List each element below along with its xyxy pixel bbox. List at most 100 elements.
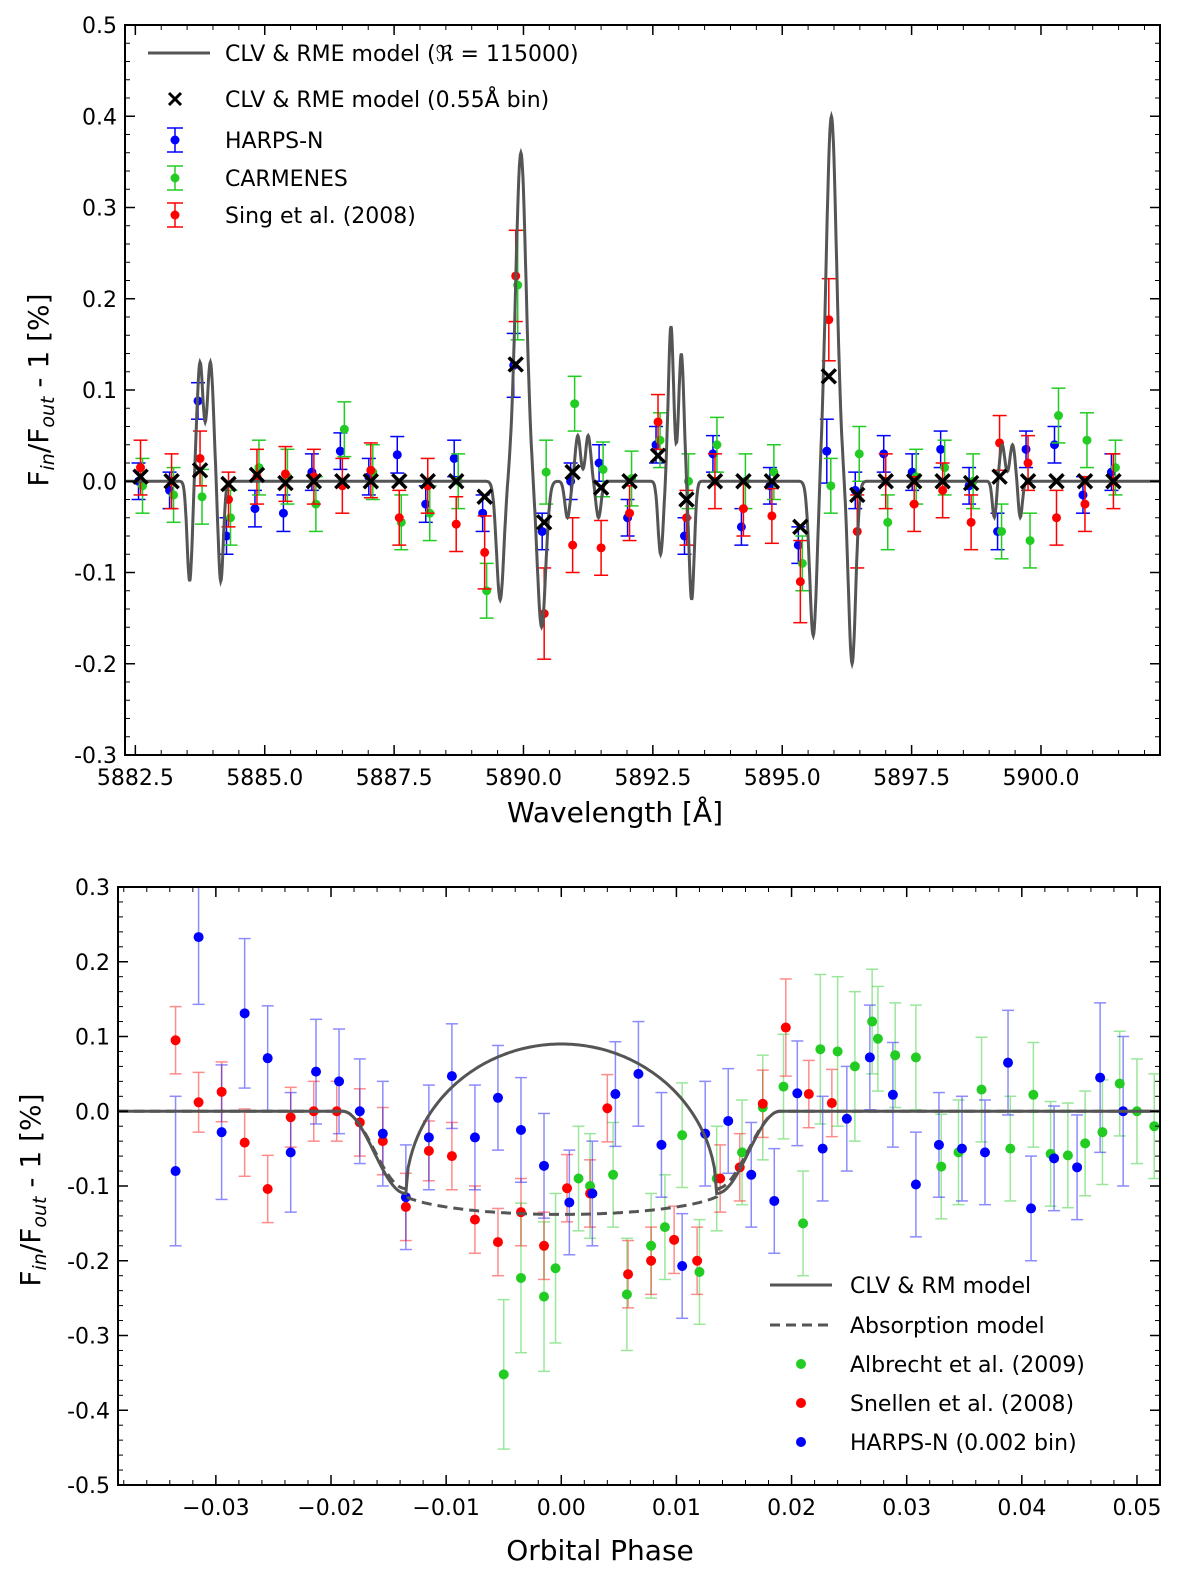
- bottom-point: [354, 1106, 365, 1117]
- cross-stroke: [649, 447, 667, 464]
- bottom-point: [849, 1061, 860, 1072]
- top-sing-et-al--point: [1080, 499, 1090, 509]
- top-sing-et-al--point: [195, 453, 205, 463]
- top-sing-et-al--point: [568, 540, 578, 550]
- cross-stroke: [419, 473, 436, 490]
- top-sing-et-al--point: [280, 469, 290, 479]
- bottom-point: [780, 1022, 791, 1033]
- bottom-point: [757, 1098, 768, 1109]
- absorption-model-line: [118, 1109, 1159, 1216]
- binned-model-cross: [763, 473, 781, 490]
- binned-model-cross: [849, 486, 866, 504]
- top-sing-et-al--point: [394, 513, 404, 523]
- top-sing-et-al--point: [1052, 513, 1061, 523]
- cross-stroke: [877, 473, 894, 490]
- bottom-point: [1062, 1150, 1073, 1161]
- cross-stroke: [447, 473, 465, 490]
- binned-model-cross: [962, 474, 980, 492]
- top-harps-n-point: [421, 499, 431, 509]
- bottom-point: [979, 1147, 990, 1158]
- x-tick-label: −0.02: [297, 1496, 364, 1521]
- cross-stroke: [1105, 473, 1122, 490]
- bottom-point: [778, 1081, 789, 1092]
- bottom-point: [864, 1052, 875, 1063]
- bottom-point: [669, 1234, 680, 1245]
- y-tick-label: -0.2: [67, 1250, 110, 1275]
- legend-harps-bin-swatch: [796, 1437, 806, 1447]
- y-tick-label: 0.3: [75, 876, 110, 901]
- top-carmenes-point: [570, 399, 580, 409]
- bottom-point: [1080, 1138, 1091, 1149]
- top-harps-n-point: [1021, 444, 1031, 454]
- cross-stroke: [706, 473, 724, 490]
- top-carmenes-point: [226, 513, 235, 523]
- y-tick-label: 0.0: [82, 470, 117, 495]
- cross-stroke: [334, 473, 351, 490]
- y-tick-label: 0.4: [82, 105, 117, 130]
- binned-model-cross: [678, 491, 695, 508]
- top-ylabel: Fin/Fout - 1 [%]: [22, 293, 59, 486]
- binned-model-cross: [649, 447, 667, 464]
- cross-stroke: [1019, 473, 1037, 490]
- binned-model-cross: [248, 466, 266, 484]
- cross-stroke: [277, 474, 294, 492]
- top-harps-n-point: [1050, 440, 1059, 450]
- top-carmenes-point: [854, 449, 864, 459]
- bottom-legend: CLV & RM model Absorption model Albrecht…: [770, 1274, 1085, 1456]
- cross-stroke: [735, 473, 752, 490]
- top-carmenes-point: [997, 526, 1007, 536]
- bottom-point: [890, 1050, 901, 1061]
- x-tick-label: 0.04: [997, 1496, 1046, 1521]
- bottom-point: [498, 1369, 509, 1380]
- cross-stroke: [962, 474, 980, 492]
- binned-model-cross: [905, 473, 923, 490]
- top-carmenes-point: [769, 467, 779, 477]
- top-carmenes-point: [797, 558, 807, 568]
- top-harps-n-point: [936, 444, 946, 454]
- legend-label: HARPS-N (0.002 bin): [850, 1431, 1077, 1456]
- y-tick-label: 0.2: [75, 951, 110, 976]
- bottom-point: [1095, 1072, 1106, 1083]
- cross-stroke: [391, 473, 408, 490]
- bottom-point: [423, 1132, 434, 1143]
- top-carmenes-point: [712, 440, 722, 450]
- bottom-point: [562, 1183, 573, 1194]
- top-carmenes-point: [1082, 435, 1092, 445]
- top-harps-n-point: [822, 446, 832, 456]
- cross-stroke: [1076, 473, 1094, 490]
- bottom-point: [469, 1132, 480, 1143]
- bottom-point: [817, 1143, 828, 1154]
- binned-model-cross: [592, 479, 610, 496]
- x-tick-label: −0.01: [412, 1496, 479, 1521]
- bottom-point: [539, 1291, 550, 1302]
- binned-model-cross: [476, 488, 493, 505]
- binned-model-cross: [735, 473, 752, 490]
- bottom-point: [193, 1097, 204, 1108]
- y-tick-label: -0.3: [74, 744, 117, 769]
- top-sing-et-al--point: [625, 508, 635, 518]
- binned-model-cross: [934, 473, 951, 490]
- binned-model-cross: [706, 473, 724, 490]
- bottom-point: [815, 1044, 826, 1055]
- y-tick-label: -0.1: [74, 562, 117, 587]
- binned-model-cross: [191, 462, 209, 479]
- binned-model-cross: [792, 518, 809, 536]
- cross-stroke: [132, 468, 149, 485]
- bottom-point: [910, 1052, 921, 1063]
- x-tick-label: 5882.5: [97, 766, 174, 791]
- cross-stroke: [564, 463, 581, 481]
- cross-stroke: [792, 518, 809, 536]
- bottom-point: [492, 1237, 503, 1248]
- bottom-point: [621, 1289, 632, 1300]
- top-carmenes-point: [1054, 411, 1063, 421]
- binned-model-cross: [1076, 473, 1094, 490]
- top-sing-et-al--point: [366, 465, 376, 475]
- binned-model-cross: [362, 473, 380, 490]
- legend-label: CARMENES: [225, 167, 348, 192]
- bottom-point: [677, 1130, 688, 1141]
- bottom-point: [515, 1272, 526, 1283]
- cross-stroke: [849, 486, 866, 504]
- binned-model-cross: [820, 368, 838, 385]
- bottom-point: [887, 1089, 898, 1100]
- bottom-point: [677, 1260, 688, 1271]
